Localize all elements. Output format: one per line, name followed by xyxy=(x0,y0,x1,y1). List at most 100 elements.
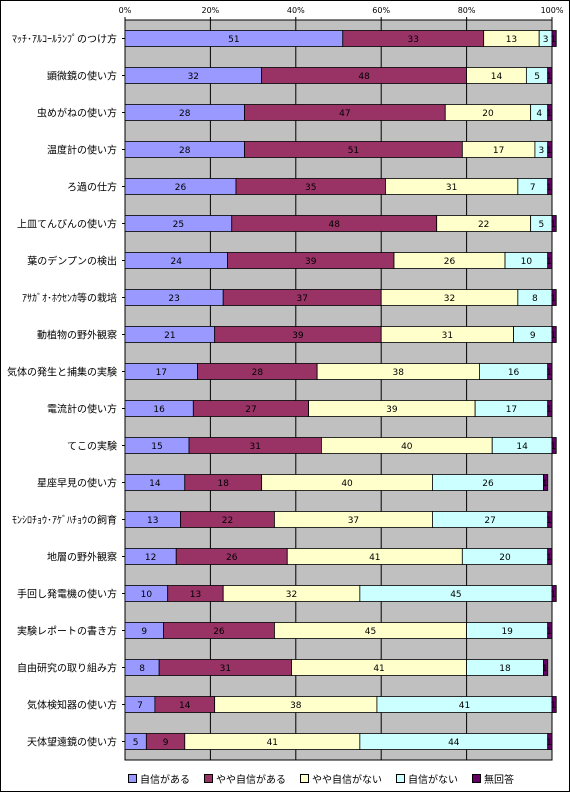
bar-segment xyxy=(547,67,553,84)
bar-segment xyxy=(547,548,553,565)
bar-segment xyxy=(551,215,557,232)
data-label: 35 xyxy=(305,183,316,193)
data-label: 7 xyxy=(137,701,143,711)
data-label: 1 xyxy=(550,701,556,711)
legend-label: やや自信がない xyxy=(312,774,382,786)
data-label: 32 xyxy=(188,72,199,82)
data-label: 39 xyxy=(292,331,304,341)
category-label: 星座早見の使い方 xyxy=(37,477,117,490)
data-label: 3 xyxy=(538,146,544,156)
bar-segment xyxy=(547,733,553,750)
category-label: 地層の野外観察 xyxy=(47,551,117,564)
data-label: 1 xyxy=(542,479,548,489)
data-label: 41 xyxy=(373,664,384,674)
bar-segment xyxy=(543,474,549,491)
category-label: 上皿てんびんの使い方 xyxy=(17,218,117,231)
category-label: 葉のデンプンの検出 xyxy=(27,255,117,268)
data-label: 22 xyxy=(222,516,233,526)
category-label: ﾏｯﾁ･ｱﾙｺｰﾙﾗﾝﾌﾟのつけ方 xyxy=(12,33,117,46)
data-label: 41 xyxy=(267,738,278,748)
data-label: 24 xyxy=(171,257,183,267)
data-label: 32 xyxy=(286,590,297,600)
data-label: 1 xyxy=(546,516,552,526)
data-label: 40 xyxy=(401,442,413,452)
x-tick-label: 60% xyxy=(372,6,390,15)
legend-label: 無回答 xyxy=(484,774,514,786)
data-label: 27 xyxy=(245,405,256,415)
category-label: 気体検知器の使い方 xyxy=(27,699,117,712)
data-label: 27 xyxy=(484,516,495,526)
data-label: 10 xyxy=(521,257,533,267)
data-label: 8 xyxy=(532,294,538,304)
data-label: 1 xyxy=(546,405,552,415)
data-label: 45 xyxy=(365,627,376,637)
data-label: 22 xyxy=(478,220,489,230)
category-label: 気体の発生と捕集の実験 xyxy=(7,366,117,379)
data-label: 31 xyxy=(250,442,261,452)
legend-label: やや自信がある xyxy=(216,774,286,786)
data-label: 28 xyxy=(179,146,191,156)
data-label: 40 xyxy=(341,479,353,489)
x-tick-label: 80% xyxy=(458,6,476,15)
bar-segment xyxy=(547,622,553,639)
bar-segment xyxy=(547,400,553,417)
data-label: 26 xyxy=(175,183,187,193)
category-label: 動植物の野外観察 xyxy=(37,329,117,342)
legend: 自信がある やや自信がある やや自信がない 自信がない 無回答 xyxy=(128,770,552,786)
data-label: 12 xyxy=(145,553,156,563)
bar-segment xyxy=(543,659,549,676)
category-label: てこの実験 xyxy=(67,440,117,453)
data-label: 1 xyxy=(550,294,556,304)
data-label: 26 xyxy=(226,553,238,563)
x-tick-label: 100% xyxy=(541,6,564,15)
category-label: 天体望遠鏡の使い方 xyxy=(27,736,117,749)
data-label: 1 xyxy=(546,553,552,563)
data-label: 20 xyxy=(482,109,494,119)
data-label: 8 xyxy=(139,664,145,674)
data-label: 39 xyxy=(305,257,317,267)
bar-segment xyxy=(547,178,553,195)
data-label: 3 xyxy=(543,35,549,45)
data-label: 1 xyxy=(546,146,552,156)
category-label: 顕微鏡の使い方 xyxy=(47,70,117,83)
data-label: 14 xyxy=(149,479,161,489)
data-label: 16 xyxy=(153,405,165,415)
data-label: 10 xyxy=(141,590,153,600)
category-label: ろ過の仕方 xyxy=(67,181,117,194)
data-label: 25 xyxy=(173,220,184,230)
data-label: 51 xyxy=(228,35,239,45)
data-label: 9 xyxy=(163,738,169,748)
legend-swatch xyxy=(472,773,481,783)
bar-segment xyxy=(551,326,557,343)
data-label: 1 xyxy=(546,257,552,267)
legend-item: やや自信がある xyxy=(204,771,286,786)
legend-label: 自信がある xyxy=(140,774,190,786)
data-label: 1 xyxy=(550,220,556,230)
bar-segment xyxy=(551,30,557,47)
data-label: 48 xyxy=(358,72,370,82)
data-label: 1 xyxy=(546,72,552,82)
data-label: 21 xyxy=(164,331,175,341)
data-label: 18 xyxy=(499,664,511,674)
bar-segment xyxy=(551,696,557,713)
data-label: 1 xyxy=(550,442,556,452)
data-label: 18 xyxy=(217,479,229,489)
data-label: 1 xyxy=(546,109,552,119)
data-label: 5 xyxy=(538,220,544,230)
data-label: 41 xyxy=(369,553,380,563)
data-label: 26 xyxy=(444,257,456,267)
data-label: 26 xyxy=(213,627,225,637)
data-label: 31 xyxy=(220,664,231,674)
data-label: 9 xyxy=(141,627,147,637)
data-label: 17 xyxy=(493,146,504,156)
bar-segment xyxy=(547,104,553,121)
data-label: 44 xyxy=(448,738,460,748)
data-label: 38 xyxy=(393,368,405,378)
data-label: 5 xyxy=(133,738,139,748)
data-label: 47 xyxy=(339,109,350,119)
legend-item: やや自信がない xyxy=(300,771,382,786)
bar-segment xyxy=(547,141,553,158)
data-label: 20 xyxy=(499,553,511,563)
bar-segment xyxy=(547,363,553,380)
